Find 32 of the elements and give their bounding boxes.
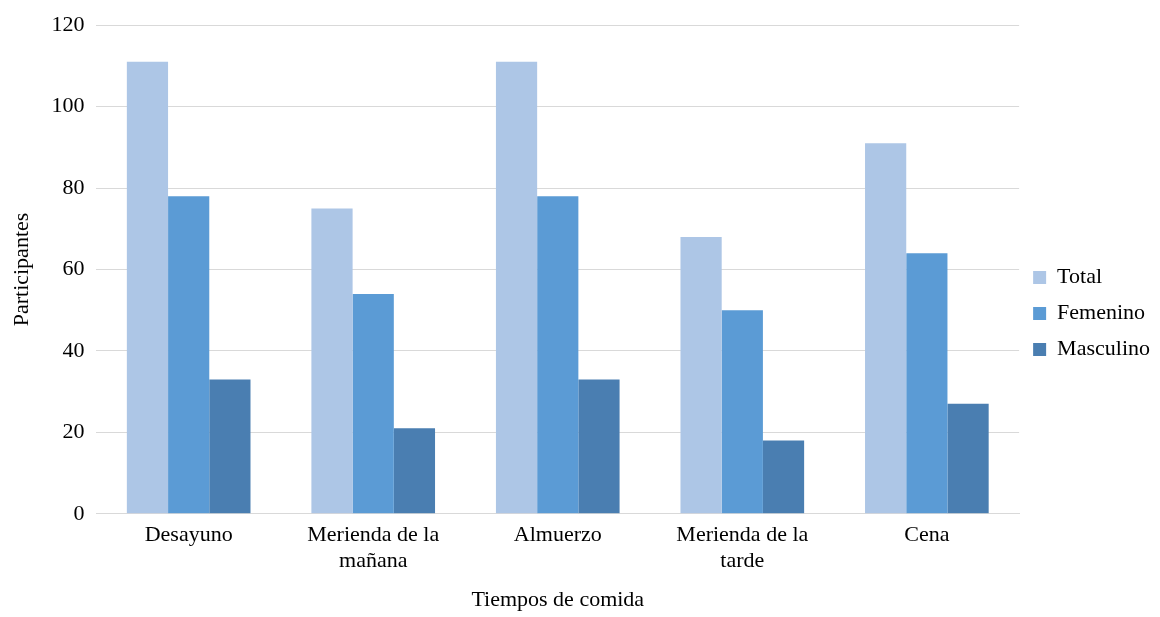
y-tick-label: 80: [62, 173, 85, 199]
y-tick-label: 0: [73, 499, 85, 525]
x-axis-title: Tiempos de comida: [471, 585, 645, 611]
bar: [721, 310, 763, 514]
x-tick-label: Merienda de la mañana: [307, 520, 440, 573]
bar: [680, 236, 722, 514]
y-tick-label: 60: [62, 255, 85, 281]
bar: [578, 379, 620, 514]
bar: [393, 428, 436, 514]
y-tick-label: 100: [51, 92, 85, 118]
bar: [865, 143, 907, 514]
bar: [352, 293, 394, 514]
bar: [311, 208, 353, 514]
x-tick-label: Almuerzo: [513, 520, 602, 546]
x-tick-label: Merienda de la tarde: [676, 520, 809, 573]
y-axis-title: Participantes: [7, 212, 33, 327]
x-tick-label: Desayuno: [144, 520, 233, 546]
bar: [126, 61, 169, 514]
bar: [209, 379, 251, 514]
legend-label: Femenino: [1057, 299, 1146, 325]
bar: [906, 253, 948, 514]
y-tick-label: 120: [51, 10, 85, 36]
y-tick-label: 20: [62, 418, 85, 444]
x-tick-label: Cena: [904, 520, 950, 546]
y-tick-label: 40: [62, 336, 85, 362]
bar: [762, 440, 805, 514]
bar: [168, 196, 210, 514]
legend-label: Masculino: [1057, 335, 1151, 361]
bar: [495, 61, 538, 514]
bar: [537, 196, 579, 514]
legend-label: Total: [1057, 263, 1103, 289]
bar: [947, 403, 989, 514]
